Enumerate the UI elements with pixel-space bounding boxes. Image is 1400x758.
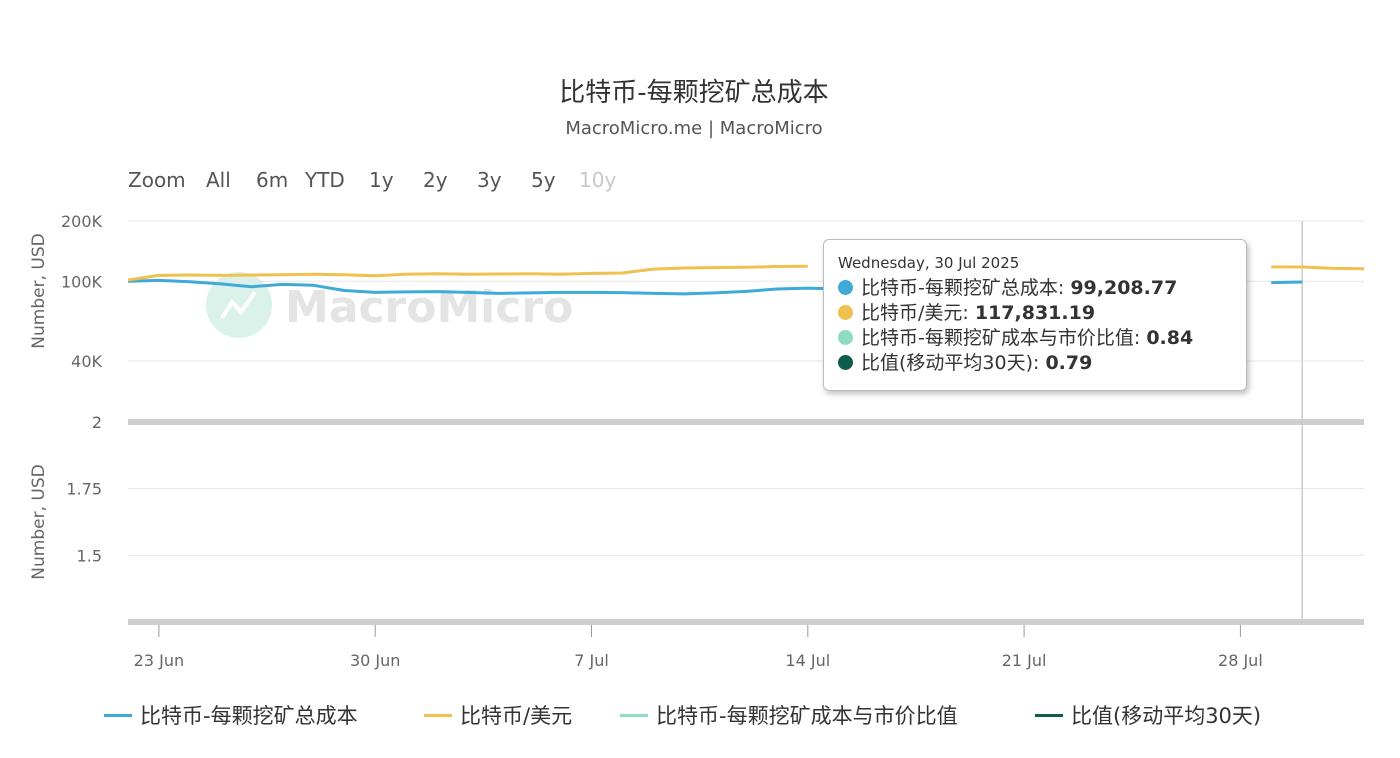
- series-line-1: [1271, 280, 1303, 285]
- tooltip-row: 比特币/美元: 117,831.19: [838, 301, 1232, 326]
- y-tick-label: 200K: [61, 212, 103, 231]
- y-axis-title-top: Number, USD: [29, 233, 49, 348]
- tooltip-value: 117,831.19: [974, 302, 1096, 324]
- range-button-5y[interactable]: 5y: [531, 168, 556, 192]
- range-button-all[interactable]: All: [206, 168, 231, 192]
- legend-label: 比特币-每颗挖矿成本与市价比值: [656, 704, 958, 728]
- range-button-1y[interactable]: 1y: [369, 168, 394, 192]
- legend-swatch-icon: [424, 714, 452, 717]
- tooltip-dot-icon: [838, 330, 853, 345]
- chart-subtitle: MacroMicro.me | MacroMicro: [565, 118, 823, 139]
- watermark-logo-mark: [220, 290, 257, 320]
- legend-swatch-icon: [620, 714, 648, 717]
- x-axis-bar: [128, 619, 1364, 625]
- panel-divider: [128, 419, 1364, 425]
- watermark-text: MacroMicro: [285, 282, 573, 333]
- range-button-6m[interactable]: 6m: [256, 168, 289, 192]
- y-tick-label: 2: [92, 413, 102, 432]
- tooltip-value: 0.79: [1045, 352, 1093, 374]
- tooltip-label: 比值(移动平均30天):: [861, 352, 1046, 374]
- tooltip-date: Wednesday, 30 Jul 2025: [838, 254, 1020, 272]
- zoom-label: Zoom: [128, 168, 186, 192]
- tooltip-value: 99,208.77: [1070, 277, 1178, 299]
- range-button-10y: 10y: [579, 168, 617, 192]
- tooltip-label: 比特币-每颗挖矿成本与市价比值:: [861, 327, 1147, 349]
- x-tick-label: 30 Jun: [350, 651, 400, 670]
- tooltip-value: 0.84: [1146, 327, 1194, 349]
- tooltip: Wednesday, 30 Jul 2025 比特币-每颗挖矿总成本: 99,2…: [823, 239, 1247, 391]
- tooltip-row: 比特币-每颗挖矿总成本: 99,208.77: [838, 276, 1232, 301]
- x-tick-label: 28 Jul: [1218, 651, 1263, 670]
- chart-title: 比特币-每颗挖矿总成本: [559, 78, 829, 108]
- tooltip-row: 比特币-每颗挖矿成本与市价比值: 0.84: [838, 326, 1232, 351]
- y-axis-title-bottom: Number, USD: [29, 464, 49, 579]
- tooltip-label: 比特币/美元:: [861, 302, 975, 324]
- x-tick-label: 14 Jul: [785, 651, 830, 670]
- legend-label: 比特币/美元: [460, 704, 573, 728]
- series-line-1: [127, 278, 839, 296]
- legend-item[interactable]: 比特币-每颗挖矿成本与市价比值: [620, 700, 958, 730]
- tooltip-row: 比值(移动平均30天): 0.79: [838, 351, 1232, 376]
- legend-item[interactable]: 比特币/美元: [424, 700, 572, 730]
- tooltip-label: 比特币-每颗挖矿总成本:: [861, 277, 1071, 299]
- legend-item[interactable]: 比特币-每颗挖矿总成本: [104, 700, 358, 730]
- legend-item[interactable]: 比值(移动平均30天): [1035, 700, 1261, 730]
- legend-label: 比特币-每颗挖矿总成本: [140, 704, 358, 728]
- range-button-3y[interactable]: 3y: [477, 168, 502, 192]
- legend-label: 比值(移动平均30天): [1071, 704, 1262, 728]
- y-tick-label: 100K: [61, 272, 103, 291]
- y-tick-label: 40K: [71, 352, 102, 371]
- tooltip-dot-icon: [838, 355, 853, 370]
- y-tick-label: 1.5: [77, 546, 102, 565]
- tooltip-dot-icon: [838, 280, 853, 295]
- tooltip-dot-icon: [838, 305, 853, 320]
- legend-swatch-icon: [1035, 714, 1063, 717]
- range-button-ytd[interactable]: YTD: [305, 168, 345, 192]
- series-line-2: [127, 264, 808, 282]
- legend: 比特币-每颗挖矿总成本 比特币/美元 比特币-每颗挖矿成本与市价比值 比值(移动平均3…: [0, 700, 1400, 736]
- legend-swatch-icon: [104, 714, 132, 717]
- x-tick-label: 23 Jun: [134, 651, 184, 670]
- range-button-2y[interactable]: 2y: [423, 168, 448, 192]
- y-tick-label: 1.75: [66, 480, 102, 499]
- x-tick-label: 7 Jul: [574, 651, 609, 670]
- series-line-2: [1271, 265, 1365, 271]
- watermark-logo-icon: [206, 272, 272, 338]
- x-tick-label: 21 Jul: [1002, 651, 1047, 670]
